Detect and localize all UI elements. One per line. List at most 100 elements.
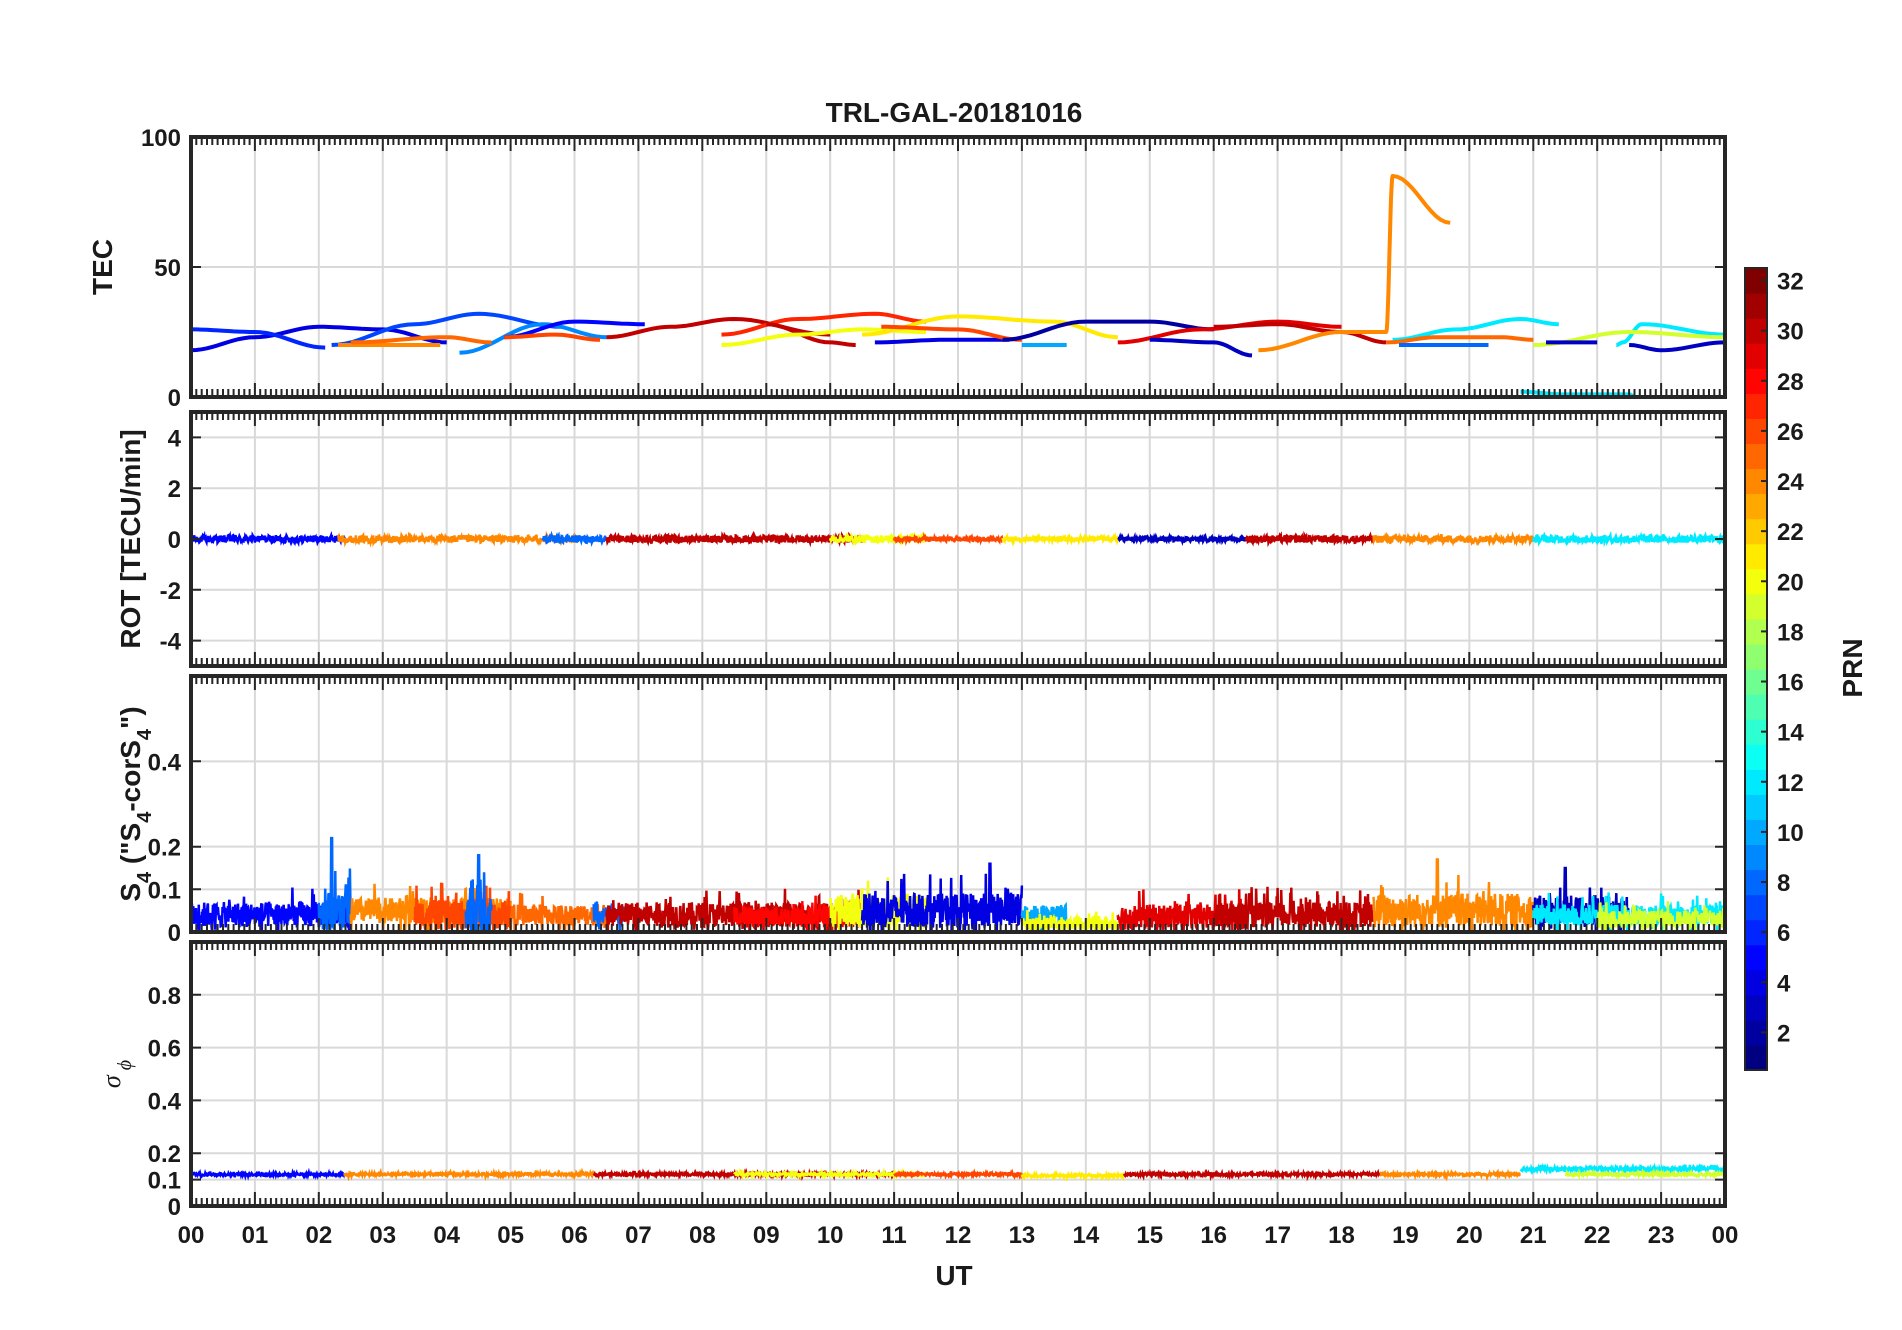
prn-24-trace (1258, 174, 1451, 353)
y-axis-label-sigma: σ ϕ (97, 1060, 136, 1088)
colorbar-cell (1745, 1044, 1767, 1071)
colorbar-cell (1745, 343, 1767, 369)
prn-8-trace (464, 853, 493, 932)
prn-27-trace (721, 311, 927, 337)
prn-26-trace (892, 531, 1004, 547)
prn-24-trace (1372, 858, 1535, 931)
x-tick-label: 12 (945, 1222, 972, 1249)
x-tick-label: 06 (561, 1222, 588, 1249)
colorbar-tick-label: 16 (1777, 670, 1804, 697)
x-tick-label: 14 (1072, 1222, 1099, 1249)
axes-frame (189, 410, 1727, 668)
x-tick-label: 15 (1136, 1222, 1163, 1249)
colorbar-cell (1745, 568, 1767, 595)
colorbar-tick-label: 4 (1777, 970, 1791, 997)
x-tick-label: 18 (1328, 1222, 1355, 1249)
y-tick-label: 0 (168, 385, 181, 412)
colorbar-tick-label: 28 (1777, 369, 1804, 396)
chart-title: TRL-GAL-20181016 (826, 97, 1083, 128)
colorbar-cell (1745, 1019, 1767, 1046)
y-tick-label: 0 (168, 1194, 181, 1221)
y-tick-label: 0.2 (148, 1141, 181, 1168)
prn-30-trace (1244, 530, 1375, 548)
prn-3-trace (1117, 531, 1247, 547)
prn-12-trace (1392, 317, 1559, 342)
prn-5-trace (191, 530, 346, 548)
prn-3-trace (1149, 337, 1253, 358)
x-tick-label: 03 (369, 1222, 396, 1249)
colorbar-cell (1745, 468, 1767, 495)
y-tick-label: 0.1 (148, 1168, 181, 1195)
y-tick-labels-sigma: 00.10.2 0.4 0.6 0.8 (148, 983, 182, 1221)
y-tick-label: 0.1 (148, 877, 181, 904)
colorbar-cell (1745, 493, 1767, 520)
y-tick-label: 2 (168, 476, 181, 503)
data-series (191, 1162, 1725, 1182)
colorbar-tick-label: 10 (1777, 820, 1804, 847)
x-tick-label: 21 (1520, 1222, 1547, 1249)
colorbar-cell (1745, 719, 1767, 745)
prn-25-trace (350, 335, 492, 345)
prn-4-trace (191, 324, 447, 353)
panel-s4: 0 0.1 0.2 0.4 (148, 674, 1727, 947)
x-tick-label: 01 (242, 1222, 269, 1249)
y-tick-label: 0.8 (148, 983, 181, 1010)
colorbar-cell (1745, 969, 1767, 996)
grid-lines (191, 942, 1725, 1206)
prn-26-trace (413, 882, 512, 932)
prn-8-trace (541, 530, 608, 548)
colorbar-tick-label: 12 (1777, 770, 1804, 797)
panel-tec: 0 50 100 TEC (87, 125, 1727, 412)
y-tick-labels-rot: -4 -2 0 2 4 (160, 425, 182, 655)
data-series (191, 174, 1725, 397)
colorbar-cell (1745, 769, 1767, 795)
x-tick-label: 02 (305, 1222, 332, 1249)
y-tick-label: 0 (168, 920, 181, 947)
colorbar-cell (1745, 643, 1767, 670)
grid-lines (191, 137, 1725, 397)
colorbar-cell (1745, 744, 1767, 770)
prn-12-trace (1519, 1162, 1725, 1176)
panel-rot: -4 -2 0 2 4 ROT [TECU/min] (115, 410, 1727, 668)
colorbar-frame (1744, 267, 1768, 1071)
prn-26-trace (893, 1168, 1023, 1181)
y-tick-label: 0.4 (148, 1088, 182, 1115)
y-tick-label: -2 (160, 578, 181, 605)
prn-21-trace (1001, 532, 1119, 547)
x-tick-label: 05 (497, 1222, 524, 1249)
colorbar-cell (1745, 869, 1767, 896)
prn-6-trace (191, 327, 326, 350)
colorbar-tick-label: 18 (1777, 619, 1804, 646)
prn-2-trace (1002, 319, 1214, 342)
y-tick-label: 100 (141, 125, 181, 152)
x-axis-label: UT (935, 1260, 972, 1291)
y-tick-labels-tec: 0 50 100 (141, 125, 181, 412)
x-tick-label: 07 (625, 1222, 652, 1249)
colorbar-cell (1745, 443, 1767, 470)
x-tick-label: 11 (881, 1222, 906, 1249)
prn-21-trace (1020, 1169, 1126, 1182)
axes-frame (189, 940, 1727, 1208)
colorbar-cell (1745, 894, 1767, 921)
prn-19-trace (1564, 1168, 1725, 1181)
x-tick-label: 00 (1712, 1222, 1739, 1249)
x-tick-label: 17 (1264, 1222, 1291, 1249)
prn-25-trace (1386, 335, 1534, 345)
panel-sigma: 00.10.2 0.4 0.6 0.8 (148, 940, 1727, 1221)
prn-25-trace (509, 892, 608, 931)
x-tick-label: 09 (753, 1222, 780, 1249)
colorbar-tick-label: 22 (1777, 519, 1804, 546)
colorbar-cell (1745, 418, 1767, 445)
x-tick-label: 22 (1584, 1222, 1611, 1249)
prn-30-trace (766, 322, 856, 347)
y-axis-label-rot: ROT [TECU/min] (115, 429, 146, 648)
prn-21-trace (862, 314, 1118, 340)
colorbar-tick-label: 26 (1777, 419, 1804, 446)
x-tick-label: 10 (817, 1222, 844, 1249)
colorbar-cell (1745, 393, 1767, 419)
x-tick-label: 08 (689, 1222, 716, 1249)
colorbar-cell (1745, 268, 1767, 294)
y-tick-label: 0.4 (148, 749, 182, 776)
colorbar-tick-label: 24 (1777, 469, 1804, 496)
